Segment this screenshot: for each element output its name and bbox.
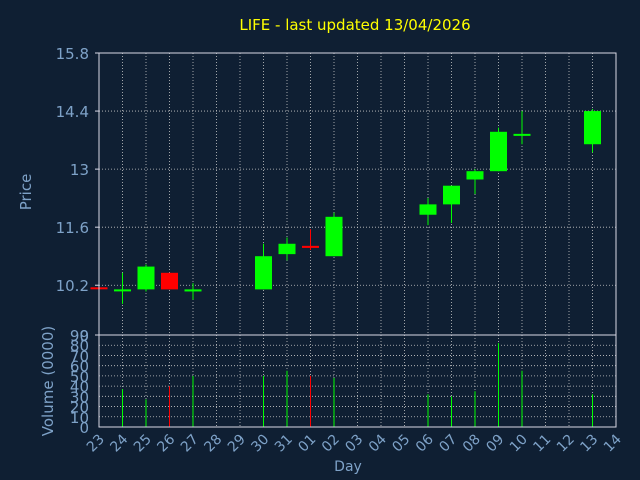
candle-body	[161, 272, 178, 290]
x-tick-label: 04	[366, 431, 390, 455]
candles	[90, 108, 601, 304]
price-tick-label: 11.6	[56, 219, 89, 237]
volume-tick-label: 90	[70, 327, 89, 345]
volume-tick-label: 50	[70, 368, 89, 386]
x-tick-label: 09	[483, 432, 507, 456]
volume-tick-label: 80	[70, 337, 89, 355]
candle-body	[490, 131, 507, 172]
x-tick-label: 03	[342, 432, 366, 456]
x-tick-label: 26	[154, 431, 178, 455]
candle-body	[184, 289, 202, 292]
x-tick-label: 30	[248, 432, 272, 456]
candle-body	[443, 185, 460, 205]
x-tick-label: 13	[577, 432, 601, 456]
candle-body	[278, 243, 296, 255]
volume-tick-label: 60	[70, 358, 89, 376]
candle-body	[419, 204, 437, 215]
price-tick-label: 9	[79, 327, 89, 345]
volume-tick-label: 20	[70, 399, 89, 417]
x-tick-label: 11	[530, 432, 554, 456]
volume-tick-label: 70	[70, 347, 89, 365]
plot-frames	[95, 52, 617, 428]
x-tick-label: 28	[201, 432, 225, 456]
volume-tick-label: 0	[79, 419, 89, 437]
x-tick-label: 10	[507, 432, 531, 456]
volume-panel-frame	[98, 334, 617, 428]
volume-tick-label: 40	[70, 378, 89, 396]
x-tick-label: 07	[436, 432, 460, 456]
chart-title: LIFE - last updated 13/04/2026	[239, 16, 470, 34]
candle-body	[114, 289, 131, 292]
x-tick-label: 05	[389, 432, 413, 456]
candle-body	[584, 111, 601, 145]
x-tick-label: 29	[225, 432, 249, 456]
candle-body	[325, 216, 343, 257]
x-tick-label: 12	[554, 432, 578, 456]
price-tick-label: 13	[70, 161, 89, 179]
labels: LIFE - last updated 13/04/2026 Price Vol…	[17, 16, 625, 475]
price-tick-label: 14.4	[56, 103, 89, 121]
volume-tick-label: 10	[70, 409, 89, 427]
volume-axis-label: Volume (0000)	[39, 326, 57, 436]
x-tick-label: 01	[295, 432, 319, 456]
price-axis-label: Price	[17, 174, 35, 211]
volume-tick-label: 30	[70, 388, 89, 406]
x-tick-label: 06	[413, 431, 437, 455]
x-tick-label: 14	[601, 431, 625, 455]
candle-body	[513, 133, 531, 136]
x-axis-label: Day	[334, 459, 362, 475]
x-tick-label: 08	[460, 432, 484, 456]
candle-body	[466, 171, 484, 180]
x-tick-label: 25	[131, 432, 155, 456]
x-tick-label: 24	[107, 431, 131, 455]
x-tick-label: 31	[272, 432, 296, 456]
candle-body	[255, 256, 272, 290]
price-tick-label: 10.2	[56, 277, 89, 295]
grid	[99, 53, 616, 427]
candle-body	[302, 245, 319, 248]
candle-body	[137, 266, 155, 290]
price-tick-label: 15.8	[56, 45, 89, 63]
volume-bars	[122, 343, 593, 427]
x-tick-label: 02	[319, 432, 343, 456]
x-tick-label: 27	[178, 432, 202, 456]
